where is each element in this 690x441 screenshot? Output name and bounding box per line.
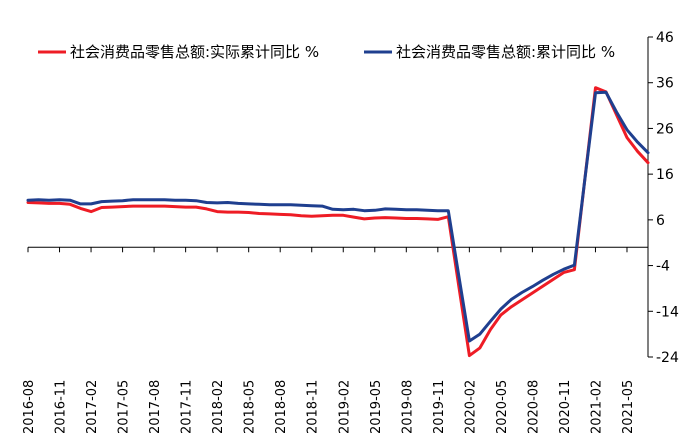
x-tick-label: 2017-11 — [180, 380, 195, 434]
y-tick-label: 46 — [656, 30, 674, 46]
x-tick-label: 2020-05 — [495, 380, 510, 434]
x-tick-label: 2019-08 — [400, 380, 415, 434]
series-line-nominal — [26, 90, 650, 343]
x-tick-label: 2016-11 — [54, 380, 69, 434]
legend-label-nominal: 社会消费品零售总额:累计同比 % — [396, 43, 615, 61]
y-tick-label: -24 — [656, 350, 679, 366]
x-tick-label: 2018-11 — [306, 380, 321, 434]
x-tick-label: 2019-11 — [432, 380, 447, 434]
x-tick-label: 2018-08 — [274, 380, 289, 434]
x-tick-label: 2017-08 — [148, 380, 163, 434]
y-tick-label: 36 — [656, 76, 674, 92]
x-tick-label: 2021-05 — [621, 380, 636, 434]
x-tick-label: 2018-05 — [243, 380, 258, 434]
y-tick-label: -14 — [656, 304, 679, 320]
x-tick-label: 2018-02 — [211, 380, 226, 434]
axes — [28, 37, 649, 357]
x-tick-label: 2020-11 — [558, 380, 573, 434]
x-tick-label: 2020-08 — [526, 380, 541, 434]
x-tick-label: 2019-05 — [369, 380, 384, 434]
y-tick-label: 16 — [656, 167, 674, 183]
y-tick-label: 26 — [656, 121, 674, 137]
x-tick-label: 2019-02 — [337, 380, 352, 434]
series-line-actual — [26, 86, 650, 358]
y-tick-label: 6 — [656, 213, 665, 229]
legend: 社会消费品零售总额:实际累计同比 % 社会消费品零售总额:累计同比 % — [38, 43, 615, 61]
y-axis-ticks: 46 36 26 16 6 -4 -14 -24 — [648, 30, 679, 366]
x-tick-label: 2017-05 — [117, 380, 132, 434]
x-tick-label: 2021-02 — [589, 380, 604, 434]
x-tick-label: 2017-02 — [85, 380, 100, 434]
x-axis-ticks: 2016-08 2016-11 2017-02 2017-05 2017-08 2017-… — [22, 247, 636, 434]
series-lines — [26, 86, 650, 358]
x-tick-label: 2016-08 — [22, 380, 37, 434]
legend-label-actual: 社会消费品零售总额:实际累计同比 % — [70, 43, 319, 61]
y-tick-label: -4 — [656, 259, 670, 275]
x-tick-label: 2020-02 — [463, 380, 478, 434]
